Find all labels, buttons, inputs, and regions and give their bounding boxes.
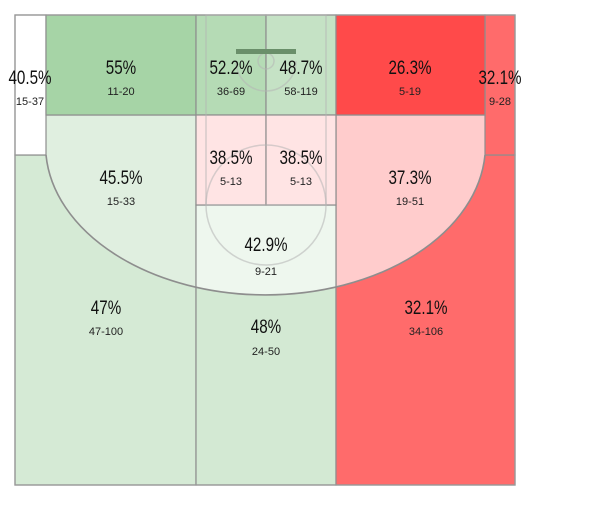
count-left-wing-three: 47-100 — [89, 326, 123, 338]
zone-left-baseline-mid — [45, 14, 197, 116]
count-lane-left: 5-13 — [220, 176, 242, 188]
pct-paint-right: 48.7% — [279, 56, 322, 78]
court-markings — [14, 14, 516, 486]
count-lane-right: 5-13 — [290, 176, 312, 188]
pct-right-wing-mid: 37.3% — [388, 166, 431, 188]
zone-labels: 40.5% 15-37 32.1% 9-28 55% 11-20 52.2% 3… — [8, 56, 521, 358]
mid-range-region — [46, 115, 485, 295]
baseline-region — [45, 14, 486, 206]
count-right-baseline-mid: 5-19 — [399, 86, 421, 98]
pct-right-baseline-mid: 26.3% — [388, 56, 431, 78]
count-left-baseline-mid: 11-20 — [107, 86, 134, 98]
count-left-wing-mid: 15-33 — [107, 196, 135, 208]
pct-right-wing-three: 32.1% — [404, 296, 447, 318]
backboard — [236, 49, 296, 54]
pct-paint-left: 52.2% — [209, 56, 252, 78]
count-paint-left: 36-69 — [217, 86, 245, 98]
pct-top-three: 48% — [251, 315, 281, 337]
zone-top-key-mid — [195, 204, 337, 295]
pct-left-corner-three: 40.5% — [8, 66, 51, 88]
count-right-corner-three: 9-28 — [489, 96, 511, 108]
pct-lane-left: 38.5% — [209, 146, 252, 168]
pct-left-wing-mid: 45.5% — [99, 166, 142, 188]
pct-top-key-mid: 42.9% — [244, 233, 287, 255]
count-paint-right: 58-119 — [284, 86, 317, 98]
restricted-area-arc — [235, 60, 297, 92]
paint-outline — [205, 14, 327, 206]
count-top-three: 24-50 — [252, 346, 280, 358]
count-right-wing-mid: 19-51 — [396, 196, 424, 208]
pct-right-corner-three: 32.1% — [478, 66, 521, 88]
free-throw-circle — [205, 144, 327, 266]
pct-left-wing-three: 47% — [91, 296, 121, 318]
pct-left-baseline-mid: 55% — [106, 56, 136, 78]
three-point-arc — [45, 154, 486, 296]
zone-right-corner-three — [484, 14, 516, 156]
count-top-key-mid: 9-21 — [255, 266, 277, 278]
count-left-corner-three: 15-37 — [16, 96, 44, 108]
zone-paint-left — [195, 14, 267, 116]
zone-right-baseline-mid — [335, 14, 486, 116]
pct-lane-right: 38.5% — [279, 146, 322, 168]
count-right-wing-three: 34-106 — [409, 326, 443, 338]
